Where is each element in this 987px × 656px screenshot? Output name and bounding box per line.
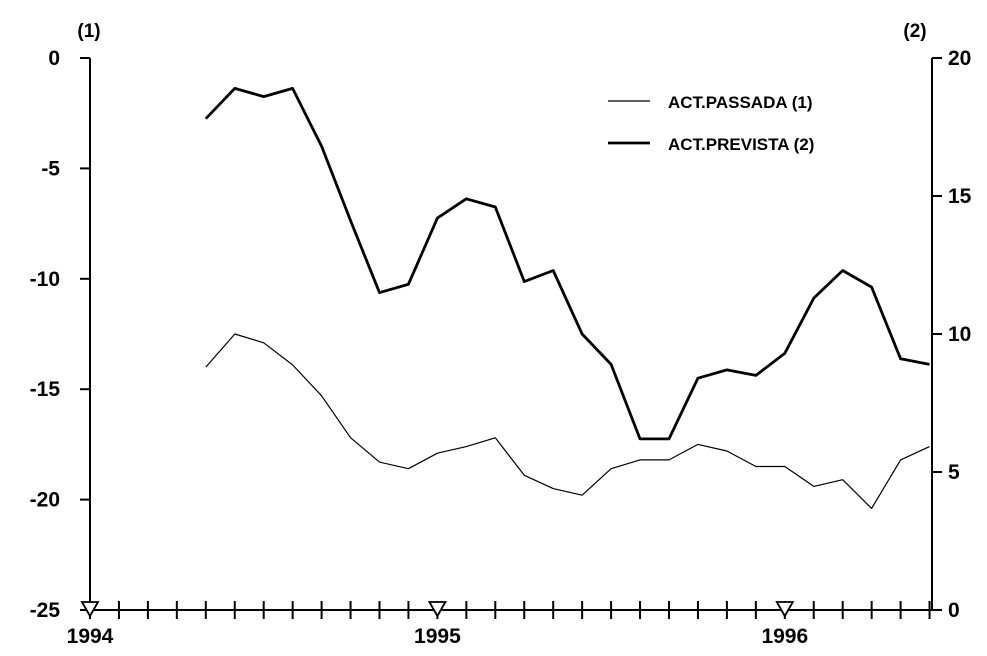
right-y-tick-label: 0 (948, 599, 960, 622)
axes: 0 -5 -10 -15 -20 -25 (1) 20 15 10 5 0 (2) 1994 1995 199… (30, 21, 972, 648)
left-y-tick-label: -10 (30, 268, 60, 291)
right-y-axis-label: (2) (903, 21, 926, 42)
left-y-tick-label: 0 (48, 47, 60, 70)
x-axis-triangle-marker (427, 601, 447, 618)
left-y-tick-label: -5 (41, 157, 60, 180)
x-axis-triangle-marker (80, 601, 100, 618)
series-line-1 (205, 333, 930, 509)
left-y-tick-label: -25 (30, 599, 61, 622)
x-tick-label: 1994 (67, 625, 114, 648)
x-axis-triangle-marker (775, 601, 795, 618)
left-y-tick-label: -20 (30, 489, 60, 512)
legend-label: ACT.PASSADA (1) (668, 93, 813, 112)
series-group (204, 87, 930, 509)
right-y-tick-label: 20 (948, 47, 971, 70)
right-y-tick-label: 15 (948, 185, 972, 208)
x-tick-label: 1995 (414, 625, 461, 648)
legend-label: ACT.PREVISTA (2) (668, 135, 814, 154)
left-y-tick-label: -15 (30, 378, 61, 401)
x-tick-label: 1996 (761, 625, 808, 648)
right-y-tick-label: 5 (948, 461, 960, 484)
left-y-axis-label: (1) (77, 21, 100, 42)
right-y-tick-label: 10 (948, 323, 971, 346)
series-line-2 (204, 87, 930, 441)
legend: ACT.PASSADA (1) ACT.PREVISTA (2) (608, 93, 814, 154)
